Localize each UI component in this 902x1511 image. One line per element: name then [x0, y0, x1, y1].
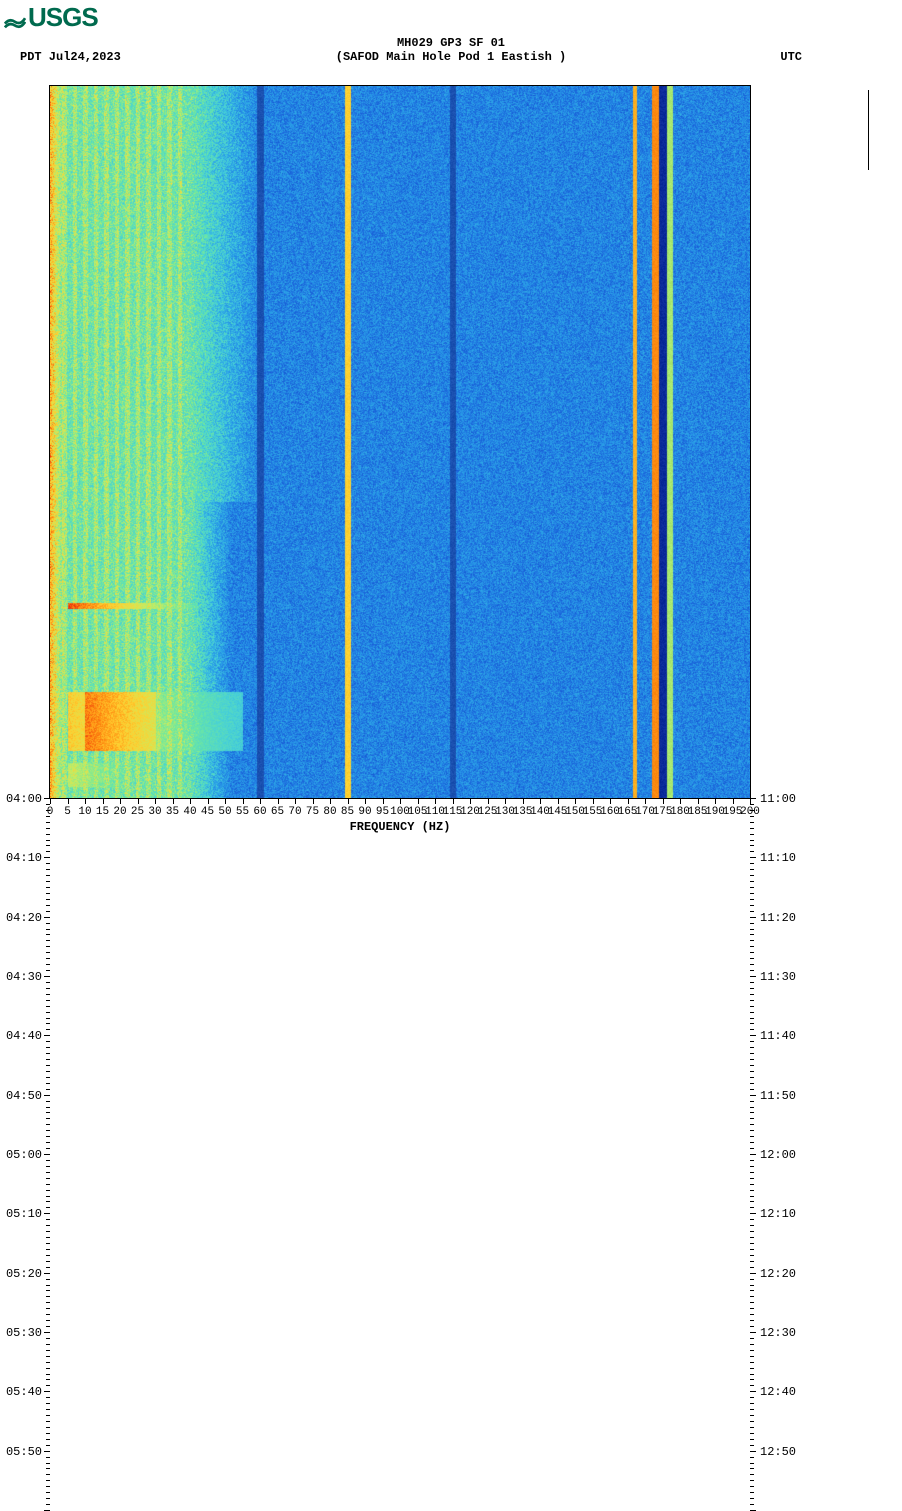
decorative-line [868, 90, 869, 170]
usgs-logo-text: USGS [28, 2, 98, 33]
wave-icon [4, 7, 26, 29]
top-right-label: UTC [780, 50, 802, 64]
x-axis-label: FREQUENCY (HZ) [50, 820, 750, 834]
plot-title-line2: (SAFOD Main Hole Pod 1 Eastish ) [0, 50, 902, 64]
spectrogram-canvas [50, 86, 750, 798]
spectrogram-plot: 04:0004:1004:2004:3004:4004:5005:0005:10… [50, 86, 750, 798]
plot-title-line1: MH029 GP3 SF 01 [0, 36, 902, 50]
usgs-logo: USGS [4, 2, 98, 33]
page-root: USGS MH029 GP3 SF 01 (SAFOD Main Hole Po… [0, 0, 902, 892]
top-left-label: PDT Jul24,2023 [20, 50, 121, 64]
